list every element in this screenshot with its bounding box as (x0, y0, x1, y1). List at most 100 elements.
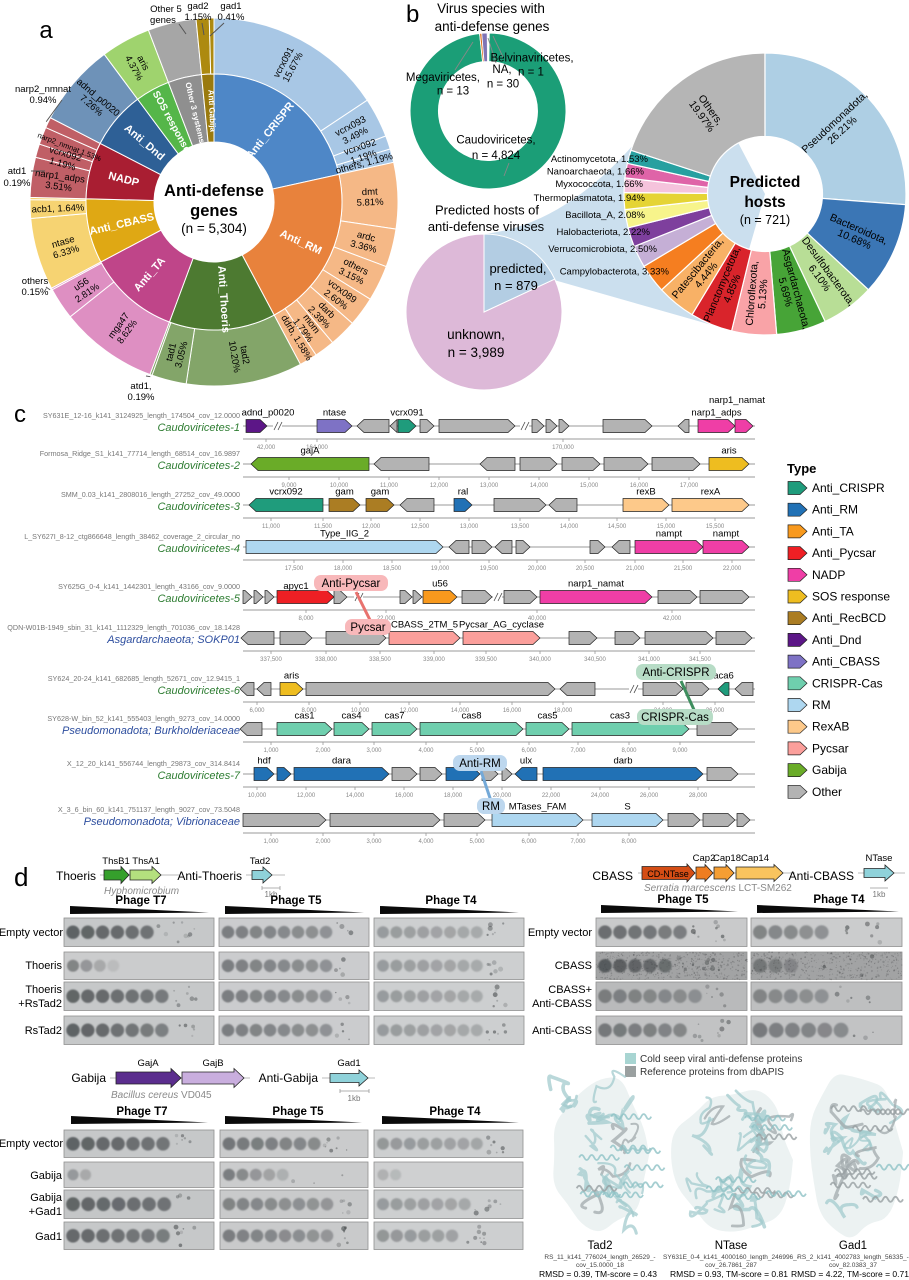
svg-text:GajB: GajB (202, 1058, 223, 1069)
svg-text:21,000: 21,000 (626, 566, 645, 572)
svg-text:rexA: rexA (701, 487, 721, 498)
svg-text:19,500: 19,500 (480, 566, 499, 572)
svg-text:RM: RM (812, 698, 831, 712)
svg-text:11,000: 11,000 (380, 483, 399, 489)
svg-text:Anti-defense: Anti-defense (164, 182, 264, 200)
svg-text:vcrx092: vcrx092 (269, 487, 302, 498)
svg-text:18,000: 18,000 (334, 566, 353, 572)
svg-text:339,500: 339,500 (475, 657, 497, 663)
svg-text:36,000: 36,000 (706, 708, 725, 714)
svg-text:Anti_CBASS: Anti_CBASS (812, 655, 880, 669)
svg-text:narp1_adps: narp1_adps (691, 408, 741, 419)
svg-text:14,500: 14,500 (608, 524, 627, 530)
svg-text:Cap2: Cap2 (693, 853, 716, 864)
svg-text:Verrucomicrobiota, 2.50%: Verrucomicrobiota, 2.50% (548, 244, 657, 255)
svg-text:15,000: 15,000 (580, 483, 599, 489)
svg-text:RM: RM (482, 801, 500, 813)
svg-text:Pseudomonadota; Vibrionaceae: Pseudomonadota; Vibrionaceae (84, 816, 240, 828)
svg-text:X_3_6_bin_60_k141_751137_lengt: X_3_6_bin_60_k141_751137_length_9027_cov… (58, 805, 240, 814)
svg-text:18,000: 18,000 (444, 793, 463, 799)
svg-text:17,000: 17,000 (680, 483, 699, 489)
svg-text:5,000: 5,000 (469, 839, 485, 845)
svg-text:Asgardarchaeota; SOKP01: Asgardarchaeota; SOKP01 (106, 634, 240, 646)
svg-text:20,500: 20,500 (576, 566, 595, 572)
svg-text:gajA: gajA (300, 446, 320, 457)
svg-text:predicted,: predicted, (489, 261, 546, 276)
svg-text:1.15%: 1.15% (185, 12, 212, 23)
svg-text:CRISPR-Cas: CRISPR-Cas (812, 676, 883, 690)
svg-text:gad1: gad1 (220, 1, 241, 12)
svg-text:atd1,: atd1, (130, 381, 151, 392)
svg-text:Pycsar_AG_cyclase: Pycsar_AG_cyclase (459, 620, 544, 631)
svg-text:14,000: 14,000 (346, 793, 365, 799)
svg-text:anti-defense genes: anti-defense genes (435, 19, 550, 34)
svg-text:Caudoviricetes-3: Caudoviricetes-3 (157, 501, 240, 513)
svg-text:Anti_TA: Anti_TA (812, 524, 854, 538)
svg-text:apyc1: apyc1 (283, 581, 308, 592)
svg-text:hosts: hosts (744, 194, 785, 211)
svg-text:21,500: 21,500 (674, 566, 693, 572)
svg-text:Hyphomicrobium: Hyphomicrobium (104, 886, 179, 897)
svg-text:n = 13: n = 13 (437, 86, 469, 98)
svg-text:Halobacteriota, 2.22%: Halobacteriota, 2.22% (557, 227, 651, 238)
svg-text:cas8: cas8 (461, 711, 481, 722)
svg-text:Cold seep viral anti-defense p: Cold seep viral anti-defense proteins (640, 1054, 802, 1065)
svg-text:Myxococcota, 1.66%: Myxococcota, 1.66% (555, 179, 643, 190)
svg-text:(n = 5,304): (n = 5,304) (181, 221, 247, 236)
svg-text:cas3: cas3 (610, 711, 630, 722)
svg-text:Anti-CBASS: Anti-CBASS (789, 869, 854, 883)
svg-text:dmt5.81%: dmt5.81% (356, 186, 384, 208)
svg-text:CBASS: CBASS (555, 960, 592, 972)
svg-text:8,000: 8,000 (621, 748, 637, 754)
svg-text:Type_IIG_2: Type_IIG_2 (320, 529, 369, 540)
svg-text:1,000: 1,000 (263, 748, 279, 754)
svg-text:gad2: gad2 (187, 1, 208, 12)
svg-text:(n = 721): (n = 721) (740, 213, 790, 227)
svg-text:ThsA1: ThsA1 (132, 856, 159, 867)
svg-text:cas5: cas5 (537, 711, 557, 722)
svg-text:Campylobacterota, 3.33%: Campylobacterota, 3.33% (560, 267, 670, 278)
svg-text:Gad1: Gad1 (35, 1231, 62, 1243)
svg-text:CRISPR-Cas: CRISPR-Cas (641, 712, 709, 724)
svg-text:gam: gam (371, 487, 390, 498)
svg-text:Gad1: Gad1 (337, 1058, 360, 1069)
svg-text:13,500: 13,500 (511, 524, 530, 530)
svg-text:Anti_RM: Anti_RM (812, 503, 858, 517)
svg-text:narp1_namat: narp1_namat (709, 395, 765, 406)
svg-text:22,000: 22,000 (542, 793, 561, 799)
svg-text:13,000: 13,000 (480, 483, 499, 489)
svg-text:12,000: 12,000 (297, 793, 316, 799)
svg-text:RMSD = 4.22, TM-score = 0.71: RMSD = 4.22, TM-score = 0.71 (791, 1269, 909, 1279)
svg-text:nampt: nampt (656, 529, 683, 540)
svg-text:narp1_namat: narp1_namat (568, 579, 624, 590)
svg-text:SMM_0.03_k141_2808016_length_2: SMM_0.03_k141_2808016_length_27252_cov_4… (61, 490, 240, 499)
svg-text:SY628-W_bin_52_k141_555403_len: SY628-W_bin_52_k141_555403_length_9273_c… (47, 714, 240, 723)
svg-text:GajA: GajA (137, 1058, 159, 1069)
svg-text:Thoeris: Thoeris (25, 960, 62, 972)
svg-text:9,000: 9,000 (281, 483, 297, 489)
svg-text:338,500: 338,500 (369, 657, 391, 663)
svg-text:1kb: 1kb (348, 1094, 361, 1103)
svg-text:Anti-Gabija: Anti-Gabija (259, 1071, 319, 1085)
svg-text:12,000: 12,000 (400, 708, 419, 714)
svg-text:Gabija: Gabija (30, 1170, 63, 1182)
svg-text:ral: ral (458, 487, 469, 498)
svg-text:Cap14: Cap14 (741, 853, 769, 864)
svg-text:18,500: 18,500 (383, 566, 402, 572)
svg-text:8,000: 8,000 (301, 708, 317, 714)
svg-text:darb: darb (613, 756, 632, 767)
svg-text:11,000: 11,000 (262, 524, 281, 530)
svg-text:19,000: 19,000 (431, 566, 450, 572)
svg-text:13,000: 13,000 (460, 524, 479, 530)
svg-text:Phage T4: Phage T4 (813, 894, 865, 906)
svg-text:S: S (624, 802, 630, 813)
svg-text:Gad1: Gad1 (839, 1240, 867, 1252)
svg-text:Caudoviricetes-6: Caudoviricetes-6 (157, 685, 240, 697)
svg-text:acb1, 1.64%: acb1, 1.64% (31, 202, 85, 215)
svg-text:QDN-W01B-1949_sbin_31_k141_111: QDN-W01B-1949_sbin_31_k141_1112329_lengt… (7, 623, 240, 632)
svg-text:Gabija: Gabija (30, 1192, 63, 1204)
svg-text:Bacillus cereus VD045: Bacillus cereus VD045 (111, 1090, 212, 1101)
svg-text:Tad2: Tad2 (250, 856, 271, 867)
svg-text:Formosa_Ridge_S1_k141_77714_le: Formosa_Ridge_S1_k141_77714_length_68514… (40, 449, 240, 458)
svg-text:6,000: 6,000 (521, 748, 537, 754)
